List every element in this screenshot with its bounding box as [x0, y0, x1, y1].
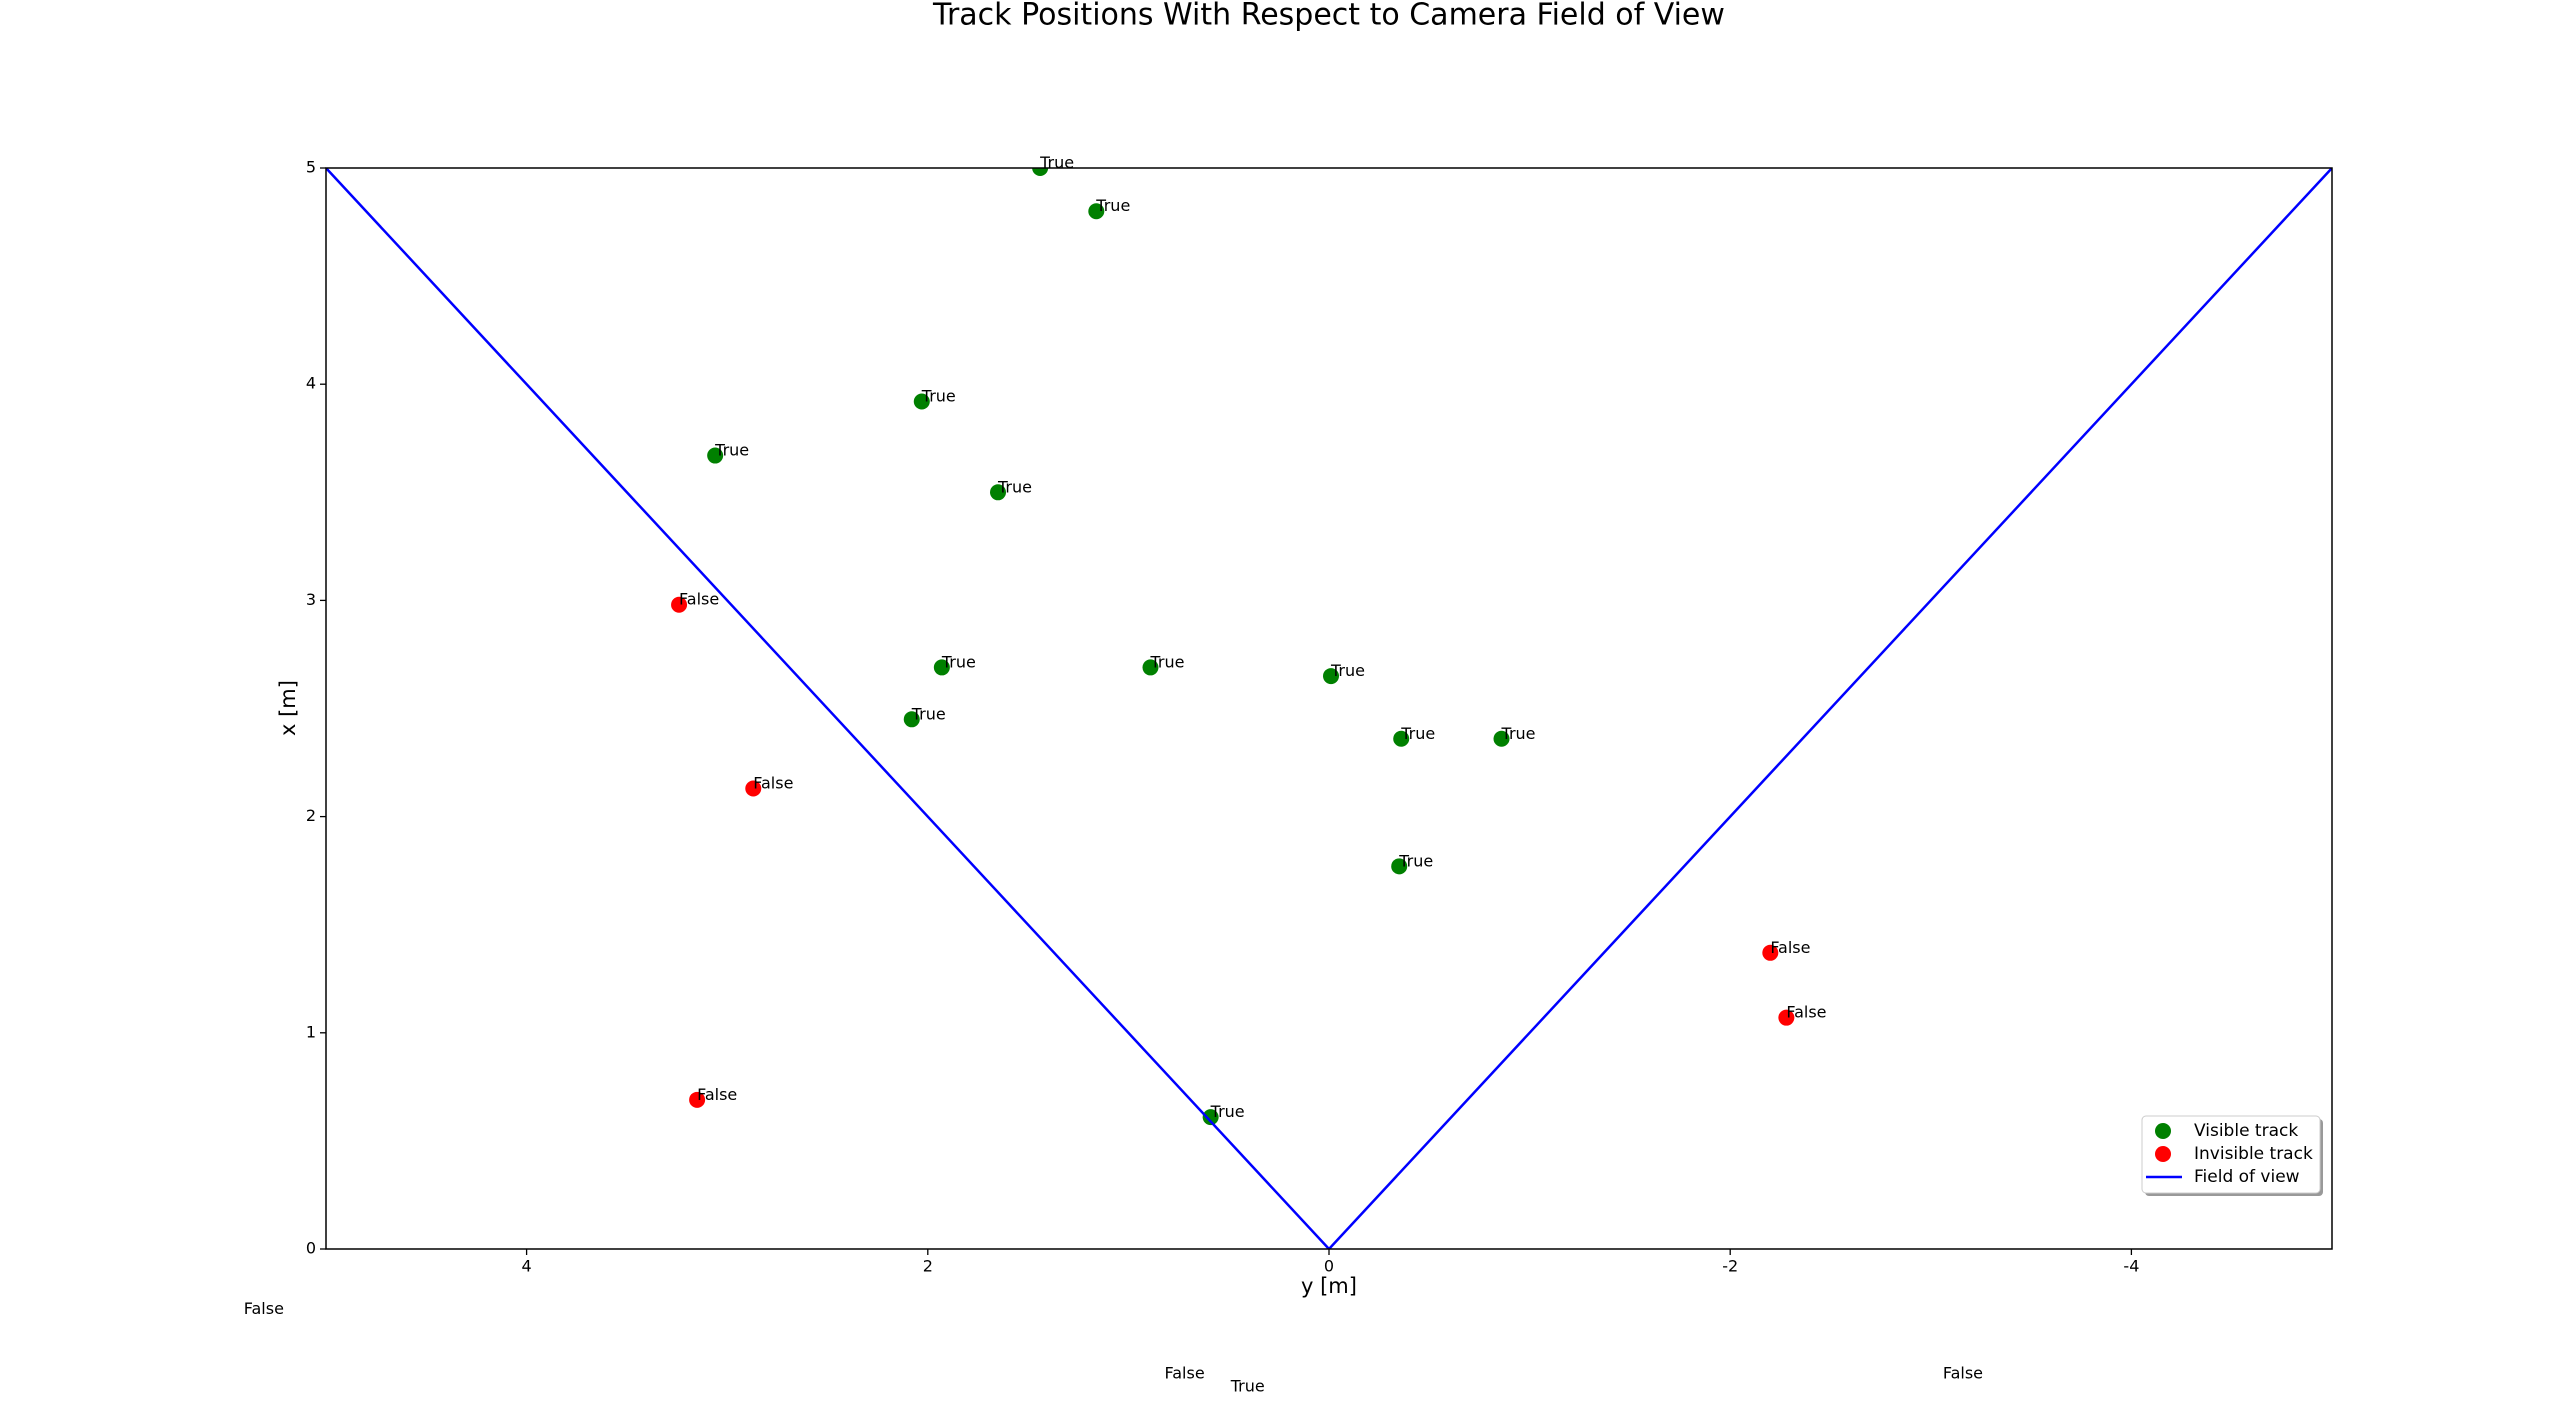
track-point — [1202, 1109, 1219, 1126]
track-point — [1778, 1009, 1795, 1026]
point-label: True — [1501, 724, 1536, 743]
y-tick-label: 5 — [306, 158, 316, 177]
chart-title: Track Positions With Respect to Camera F… — [932, 0, 1725, 33]
point-label: False — [1943, 1364, 1983, 1383]
point-label: True — [1330, 661, 1365, 680]
x-tick-label: 0 — [1324, 1257, 1334, 1276]
legend-marker — [2155, 1146, 2171, 1162]
point-label: True — [997, 477, 1032, 496]
track-point — [671, 596, 688, 613]
point-label: True — [911, 704, 946, 723]
point-label: True — [941, 652, 976, 671]
y-tick-label: 0 — [306, 1239, 316, 1258]
track-point — [933, 659, 950, 676]
x-tick-label: 4 — [522, 1257, 532, 1276]
track-point — [913, 393, 930, 410]
point-label: False — [753, 773, 793, 792]
point-label: False — [1770, 938, 1810, 957]
y-tick-label: 3 — [306, 590, 316, 609]
point-label: False — [679, 590, 719, 609]
track-point — [1088, 203, 1105, 220]
point-label: True — [1230, 1377, 1265, 1396]
legend-marker — [2155, 1123, 2171, 1139]
point-label: False — [1786, 1003, 1826, 1022]
legend-label: Visible track — [2194, 1121, 2298, 1141]
track-point — [1391, 858, 1408, 875]
point-label: True — [1400, 724, 1435, 743]
legend-label: Field of view — [2194, 1167, 2300, 1187]
point-label: True — [1149, 652, 1184, 671]
track-point — [707, 447, 724, 464]
plot-frame — [325, 167, 2333, 1250]
y-tick-label: 1 — [306, 1022, 316, 1041]
x-tick-label: 2 — [923, 1257, 933, 1276]
point-label: False — [244, 1299, 284, 1318]
track-point — [1142, 659, 1159, 676]
point-label: True — [1095, 196, 1130, 215]
track-point — [1493, 730, 1510, 747]
track-point — [1323, 668, 1340, 685]
legend-label: Invisible track — [2194, 1144, 2313, 1164]
track-point — [1032, 168, 1049, 176]
y-tick-label: 4 — [306, 374, 316, 393]
point-label: True — [1398, 851, 1433, 870]
point-label: True — [714, 441, 749, 460]
legend-box — [2141, 1115, 2321, 1194]
track-point — [903, 711, 920, 728]
point-label: False — [1165, 1364, 1205, 1383]
track-point — [1762, 944, 1779, 961]
track-point — [689, 1091, 706, 1108]
point-label: True — [1039, 153, 1074, 172]
y-tick-label: 2 — [306, 806, 316, 825]
x-tick-label: -4 — [2123, 1257, 2139, 1276]
point-label: True — [921, 386, 956, 405]
track-point — [990, 484, 1007, 501]
x-tick-label: -2 — [1722, 1257, 1738, 1276]
point-label: True — [1210, 1102, 1245, 1121]
point-label: False — [697, 1085, 737, 1104]
track-point — [745, 780, 762, 797]
x-axis-label: y [m] — [1301, 1274, 1357, 1298]
fov-line — [326, 168, 2332, 1249]
track-point — [1393, 730, 1410, 747]
plot-area — [326, 168, 2332, 1249]
y-axis-label: x [m] — [276, 680, 300, 736]
